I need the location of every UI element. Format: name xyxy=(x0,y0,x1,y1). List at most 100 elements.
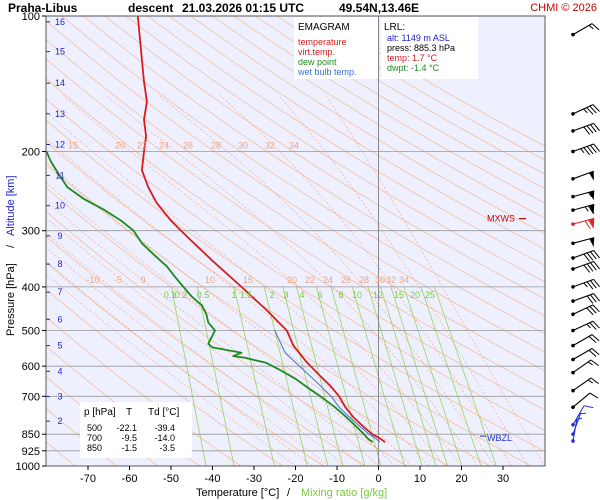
theta-label: 30 xyxy=(375,275,385,285)
moist-adiabat xyxy=(219,94,512,466)
dry-adiabat xyxy=(61,16,545,335)
mixing-ratio-line xyxy=(233,286,275,466)
mixing-ratio-line xyxy=(316,286,366,466)
temperature-tick-label: -40 xyxy=(205,473,221,485)
wind-barb-flag xyxy=(593,279,600,288)
temperature-tick-label: 20 xyxy=(455,473,467,485)
table-row-td: -39.4 xyxy=(154,423,175,433)
altitude-label: 2 xyxy=(57,416,62,426)
wind-barb-flag xyxy=(589,262,597,271)
mixing-ratio-line xyxy=(380,286,437,466)
wind-barb xyxy=(571,293,600,304)
pressure-tick-label: 300 xyxy=(22,226,40,238)
series-temperature xyxy=(136,16,386,443)
mixing-ratio-label: 6 xyxy=(317,290,322,300)
copyright: CHMI © 2026 xyxy=(530,2,597,14)
legend-title: EMAGRAM xyxy=(298,22,350,33)
wind-barb-flag xyxy=(589,280,597,289)
wind-barb-flag xyxy=(593,143,600,152)
wbzl-label: WBZL xyxy=(487,433,512,443)
lrl-altitude: alt: 1149 m ASL xyxy=(387,33,450,43)
wind-barb-flag xyxy=(586,307,594,316)
pressure-tick-label: 400 xyxy=(22,282,40,294)
wind-barb-staff xyxy=(572,348,593,360)
dry-adiabat xyxy=(83,16,545,317)
wind-barb-flag xyxy=(589,124,597,133)
dry-adiabat xyxy=(46,39,545,372)
legend-item-temperature: temperature xyxy=(298,37,347,47)
moist-adiabat xyxy=(46,138,429,466)
mixing-ratio-line xyxy=(420,286,482,466)
wind-barb-half xyxy=(583,108,588,114)
table-row-p: 700 xyxy=(87,433,102,443)
wind-barb-flag xyxy=(590,359,599,367)
dry-adiabat xyxy=(125,16,545,283)
wind-barb-staff xyxy=(572,190,595,198)
altitude-label: 6 xyxy=(57,314,62,324)
pressure-tick-label: 925 xyxy=(22,446,40,458)
wind-barbs xyxy=(571,23,600,443)
wind-barb-staff xyxy=(572,419,578,442)
wind-barb-flag xyxy=(589,322,597,330)
theta-label: 28 xyxy=(211,140,221,150)
pressure-tick-label: 700 xyxy=(22,391,40,403)
wind-barb-flag xyxy=(591,348,600,356)
dry-adiabat xyxy=(147,16,545,266)
wind-barb-half xyxy=(587,379,593,384)
y-axis-label-2: Altitude [km] xyxy=(5,175,17,236)
temperature-tick-label: -10 xyxy=(329,473,345,485)
theta-label: 34 xyxy=(289,140,299,150)
pressure-tick-label: 500 xyxy=(22,326,40,338)
x-axis-label: Temperature [°C] xyxy=(196,487,279,499)
wind-barb xyxy=(571,348,600,362)
lrl-temperature: temp: 1.7 °C xyxy=(387,53,438,63)
wind-barb-half xyxy=(586,323,591,329)
value-table: p [hPa] T Td [°C] 500 -22.1 -39.4 700 -9… xyxy=(80,402,192,458)
moist-adiabat xyxy=(46,246,329,466)
wind-barb-flag xyxy=(588,205,595,215)
wind-barb-flag xyxy=(593,261,600,270)
dry-adiabat xyxy=(233,16,545,204)
wind-barb-flag xyxy=(592,320,600,329)
wind-barb-flag xyxy=(583,264,591,273)
altitude-label: 9 xyxy=(57,231,62,241)
wind-barb-pennant xyxy=(589,190,595,201)
wind-barb xyxy=(571,260,600,273)
wind-barb-flag xyxy=(586,125,594,134)
pressure-tick-label: 600 xyxy=(22,361,40,373)
series-dew-point xyxy=(46,151,374,443)
station-name: Praha-Libus xyxy=(8,1,78,15)
mixing-ratio-label: 12 xyxy=(373,290,383,300)
legend-item-virtual-temperature: virt.temp. xyxy=(298,47,335,57)
wind-barb-flag xyxy=(592,304,600,313)
moist-adiabat xyxy=(46,273,296,466)
wind-barb-flag xyxy=(583,253,591,262)
temperature-tick-label: -70 xyxy=(80,473,96,485)
wind-barb-staff xyxy=(572,122,594,132)
theta-label: 30 xyxy=(238,140,248,150)
wind-barb-flag xyxy=(589,392,599,399)
mixing-ratio-line xyxy=(263,286,308,466)
wind-barb-staff xyxy=(572,377,592,392)
wind-barb-staff xyxy=(572,405,585,426)
dry-adiabat xyxy=(46,78,545,411)
wind-barb xyxy=(571,217,595,230)
wind-barb-staff xyxy=(572,249,594,259)
table-header-temperature: T xyxy=(126,407,132,418)
altitude-label: 12 xyxy=(55,140,65,150)
station-coords: 49.54N,13.46E xyxy=(339,1,419,15)
wind-barb-flag xyxy=(583,126,591,135)
wind-barb-half xyxy=(588,24,594,30)
mixing-ratio-label: 25 xyxy=(425,290,435,300)
wind-barb-staff xyxy=(572,203,595,211)
sounding-datetime: 21.03.2026 01:15 UTC xyxy=(182,1,304,15)
pressure-tick-label: 1000 xyxy=(16,461,40,473)
mixing-ratio-label: 2 xyxy=(269,290,274,300)
temperature-tick-label: -30 xyxy=(246,473,262,485)
wind-barb xyxy=(571,417,583,443)
x-axis-separator: / xyxy=(287,487,291,499)
wind-barb-half xyxy=(583,282,588,288)
mixing-ratio-line xyxy=(196,286,235,466)
wind-barb xyxy=(571,190,595,201)
moist-adiabat xyxy=(158,94,495,466)
